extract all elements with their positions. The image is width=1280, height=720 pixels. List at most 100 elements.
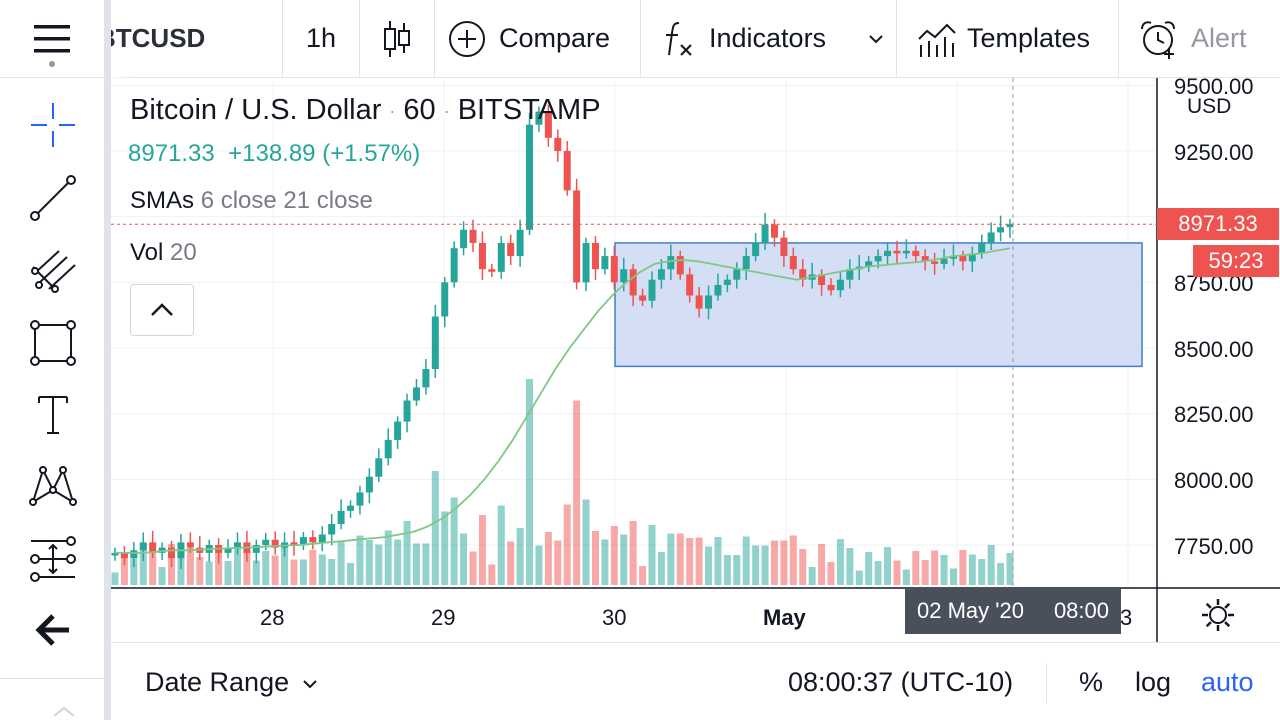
volume-bar [902, 569, 910, 585]
time-label: 29 [431, 605, 456, 630]
candle-body [874, 256, 882, 262]
volume-bar [733, 555, 741, 585]
chevron-down-icon[interactable] [866, 29, 886, 49]
fib-tool[interactable] [22, 240, 84, 302]
templates-button[interactable]: Templates [897, 0, 1119, 78]
volume-bar [450, 497, 458, 585]
log-toggle[interactable]: log [1135, 667, 1172, 697]
volume-bar [337, 540, 345, 585]
volume-bar [846, 548, 854, 585]
text-tool[interactable] [22, 384, 84, 446]
time-label: 28 [260, 605, 285, 630]
candle-body [912, 250, 920, 257]
legend-sma[interactable]: SMAs 6 close 21 close [130, 187, 373, 215]
candle-body [639, 295, 647, 301]
compare-button[interactable]: Compare [435, 0, 641, 78]
volume-bar [620, 534, 628, 585]
separator-dot: · [443, 100, 450, 121]
price-label: 9250.00 [1174, 140, 1254, 165]
alert-button[interactable]: Alert [1119, 0, 1279, 78]
candle-body [978, 242, 986, 254]
collapse-sidebar-button[interactable] [22, 599, 84, 661]
volume-bar [648, 525, 656, 585]
currency-badge[interactable]: USD [1180, 92, 1239, 122]
candle-body [865, 261, 873, 267]
chevron-up-icon[interactable] [52, 704, 76, 718]
volume-bar [422, 543, 430, 585]
pattern-icon [29, 466, 77, 506]
candle-body [676, 256, 684, 275]
candle-body [111, 552, 119, 556]
candle-body [620, 269, 628, 283]
volume-bar [375, 544, 383, 585]
alarm-clock-icon [1141, 20, 1175, 59]
volume-bar [808, 567, 816, 585]
interval-button[interactable]: 1h [283, 0, 360, 78]
candle-body [752, 242, 760, 257]
candle-body [968, 253, 976, 262]
candle-body [695, 295, 703, 309]
menu-button[interactable] [0, 0, 105, 78]
volume-bar [299, 559, 307, 585]
candle-body [987, 232, 995, 243]
indicators-button[interactable]: Indicators [641, 0, 897, 78]
volume-bar [912, 551, 920, 585]
legend-collapse-button[interactable] [130, 284, 194, 336]
candle-body [921, 256, 929, 262]
auto-toggle[interactable]: auto [1201, 667, 1254, 697]
time-label: 30 [602, 605, 627, 630]
candle-body [723, 279, 731, 285]
volume-bar [657, 552, 665, 585]
candle-body [516, 229, 524, 257]
percent-toggle[interactable]: % [1079, 667, 1104, 697]
date-range-button[interactable]: Date Range [145, 667, 319, 698]
volume-bar [789, 535, 797, 585]
trend-line-tool[interactable] [22, 167, 84, 229]
candle-body [233, 542, 241, 548]
price-label: 7750.00 [1174, 534, 1254, 559]
measure-tool[interactable] [22, 528, 84, 590]
volume-bar [478, 515, 486, 585]
legend-exchange: BITSTAMP [457, 94, 601, 126]
pattern-tool[interactable] [22, 455, 84, 517]
legend-volume[interactable]: Vol 20 [130, 239, 197, 267]
candle-body [648, 279, 656, 301]
candle-body [818, 274, 826, 285]
volume-bar [130, 558, 138, 585]
candle-body [733, 269, 741, 280]
volume-bar [601, 539, 609, 585]
gear-icon[interactable] [1200, 597, 1236, 633]
volume-bar [987, 545, 995, 585]
volume-bar [874, 561, 882, 585]
chart-type-button[interactable] [360, 0, 435, 78]
volume-bar [488, 564, 496, 585]
candle-body [657, 269, 665, 280]
legend-title: Bitcoin / U.S. Dollar · 60 · BITSTAMP [130, 94, 601, 127]
candle-body [224, 547, 232, 553]
candle-body [601, 256, 609, 270]
volume-bar [281, 546, 289, 585]
candle-body [375, 458, 383, 477]
candle-body [554, 137, 562, 151]
volume-bar [544, 532, 552, 585]
rectangle-icon [30, 320, 76, 366]
symbol-search[interactable]: BTCUSD [105, 0, 283, 78]
crosshair-icon [31, 103, 75, 147]
rectangle-tool[interactable] [22, 312, 84, 374]
indicators-label: Indicators [709, 23, 827, 53]
alert-label: Alert [1191, 23, 1247, 53]
candle-body [582, 242, 590, 283]
volume-bar [931, 550, 939, 585]
volume-bar [610, 526, 618, 585]
compare-label: Compare [499, 23, 611, 53]
volume-bar [968, 554, 976, 585]
volume-bar [177, 544, 185, 585]
clock-timezone[interactable]: 08:00:37 (UTC-10) [788, 667, 1014, 697]
crosshair-time: 08:00 [1053, 598, 1109, 623]
templates-icon [918, 23, 956, 57]
legend-change: +138.89 (+1.57%) [228, 140, 421, 167]
crosshair-tool[interactable] [22, 94, 84, 156]
volume-bar [535, 545, 543, 585]
candles-icon [384, 20, 410, 57]
volume-bar [959, 550, 967, 585]
